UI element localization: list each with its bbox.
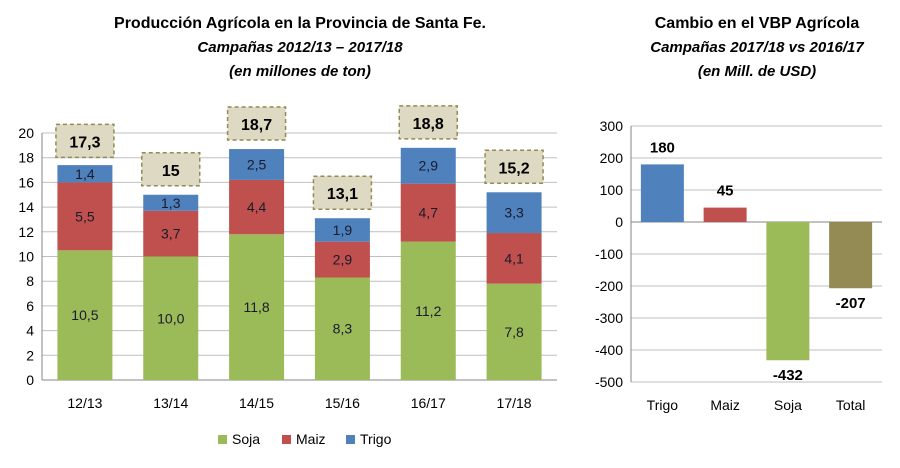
bar-soja xyxy=(400,241,456,380)
total-label: 13,1 xyxy=(327,186,358,203)
x-tick-label: 12/13 xyxy=(67,395,102,411)
y-tick-label: 0 xyxy=(615,214,623,230)
y-tick-label: 2 xyxy=(26,347,34,363)
bar-value-label: 8,3 xyxy=(333,321,353,337)
bar-trigo xyxy=(57,165,113,183)
y-tick-label: 100 xyxy=(600,182,624,198)
total-label: 15 xyxy=(162,163,180,180)
bar-value-label: 3,3 xyxy=(504,205,524,221)
bar-value-label: 3,7 xyxy=(161,226,181,242)
x-tick-label: Soja xyxy=(774,397,802,413)
bar-maiz xyxy=(486,233,542,284)
bar-value-label: 10,0 xyxy=(157,310,184,326)
bar-value-label: 1,9 xyxy=(333,222,353,238)
x-tick-label: Maiz xyxy=(710,397,740,413)
bar-soja xyxy=(486,283,542,380)
total-label: 17,3 xyxy=(69,134,100,151)
total-box xyxy=(398,105,458,140)
bar-value-label: 7,8 xyxy=(504,324,524,340)
bar-value-label: 2,9 xyxy=(419,158,439,174)
bar-soja xyxy=(766,222,810,361)
bar-value-label: 2,9 xyxy=(333,252,353,268)
bar-value-label: 2,5 xyxy=(247,156,267,172)
y-tick-label: 300 xyxy=(600,118,624,134)
right-chart-subtitle: Campañas 2017/18 vs 2016/17 xyxy=(650,39,864,56)
y-tick-label: -500 xyxy=(595,374,623,390)
legend-swatch-soja xyxy=(218,435,227,444)
y-tick-label: 8 xyxy=(26,273,34,289)
total-box xyxy=(226,106,287,141)
legend-swatch-trigo xyxy=(346,435,355,444)
bar-maiz xyxy=(314,241,370,278)
bar-soja xyxy=(57,250,113,380)
bar-trigo xyxy=(486,192,542,234)
bar-value-label: 11,8 xyxy=(243,299,269,315)
bar-maiz xyxy=(703,207,747,222)
y-tick-label: 4 xyxy=(26,323,34,339)
y-tick-label: 6 xyxy=(26,298,34,314)
left-chart-subtitle: Campañas 2012/13 – 2017/18 xyxy=(197,39,403,56)
x-tick-label: Total xyxy=(836,397,866,413)
y-tick-label: 18 xyxy=(18,150,34,166)
total-box xyxy=(312,175,373,210)
y-tick-label: 12 xyxy=(18,224,34,240)
bar-value-label: 1,4 xyxy=(75,166,95,182)
bar-value-label: 1,3 xyxy=(161,195,181,211)
total-label: 18,7 xyxy=(241,117,272,134)
bar-soja xyxy=(229,234,285,380)
right-chart-title: Cambio en el VBP Agrícola xyxy=(655,15,860,32)
x-tick-label: 17/18 xyxy=(497,395,532,411)
bar-value-label: -432 xyxy=(773,367,803,384)
x-tick-label: 13/14 xyxy=(153,395,188,411)
bar-value-label: 4,1 xyxy=(504,250,524,266)
bar-value-label: 5,5 xyxy=(75,208,95,224)
y-tick-label: 20 xyxy=(18,125,34,141)
bar-value-label: 4,4 xyxy=(247,199,267,215)
left-chart-units: (en millones de ton) xyxy=(229,63,371,80)
x-tick-label: 15/16 xyxy=(325,395,360,411)
total-box xyxy=(484,149,544,185)
y-tick-label: -100 xyxy=(595,246,623,262)
bar-maiz xyxy=(229,179,285,235)
y-tick-label: 0 xyxy=(26,372,34,388)
bar-maiz xyxy=(400,183,456,242)
bar-value-label: -207 xyxy=(836,295,866,312)
y-tick-label: -300 xyxy=(595,310,623,326)
left-chart-title: Producción Agrícola en la Provincia de S… xyxy=(114,15,486,32)
total-label: 15,2 xyxy=(499,160,530,177)
x-tick-label: 14/15 xyxy=(239,395,274,411)
bar-value-label: 180 xyxy=(650,139,675,156)
total-box xyxy=(55,123,115,159)
bar-soja xyxy=(143,256,199,380)
y-tick-label: 200 xyxy=(600,150,624,166)
bar-trigo xyxy=(229,149,285,180)
legend-label: Maiz xyxy=(296,431,326,447)
x-tick-label: 16/17 xyxy=(411,395,446,411)
bar-value-label: 45 xyxy=(717,183,734,200)
bar-total xyxy=(829,222,873,289)
legend-label: Soja xyxy=(232,431,260,447)
bar-maiz xyxy=(143,210,199,257)
y-tick-label: 16 xyxy=(18,174,34,190)
bar-trigo xyxy=(640,164,684,222)
x-tick-label: Trigo xyxy=(647,397,679,413)
total-box xyxy=(141,152,201,187)
bar-trigo xyxy=(314,218,370,242)
bar-maiz xyxy=(57,182,113,251)
legend-swatch-maiz xyxy=(282,435,291,444)
total-label: 18,8 xyxy=(413,116,444,133)
y-tick-label: -200 xyxy=(595,278,623,294)
bar-value-label: 11,2 xyxy=(415,303,441,319)
y-tick-label: 10 xyxy=(18,249,34,265)
y-tick-label: -400 xyxy=(595,342,623,358)
bar-value-label: 10,5 xyxy=(71,307,98,323)
bar-soja xyxy=(314,277,370,380)
y-tick-label: 14 xyxy=(18,199,34,215)
legend-label: Trigo xyxy=(360,431,392,447)
right-chart-units: (en Mill. de USD) xyxy=(698,63,816,80)
bar-value-label: 4,7 xyxy=(419,205,439,221)
bar-trigo xyxy=(400,147,456,184)
bar-trigo xyxy=(143,194,199,211)
